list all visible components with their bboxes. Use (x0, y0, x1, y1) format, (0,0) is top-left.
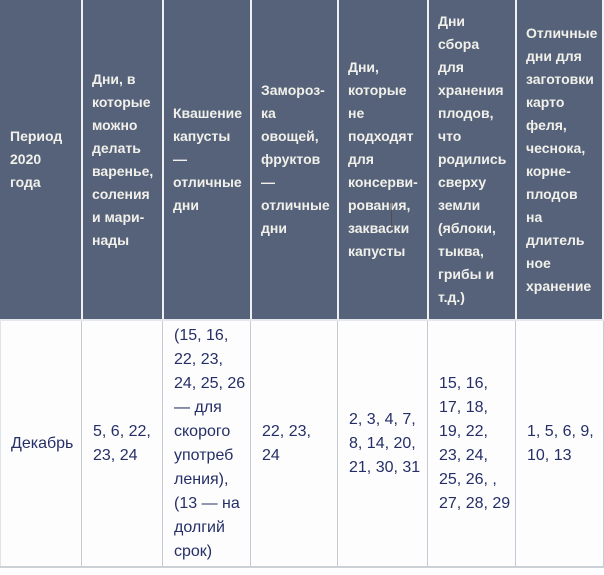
data-cell-jam-pickles-marinades-days: 5, 6, 22, 23, 24 (81, 321, 162, 566)
table-data-row: Декабрь 5, 6, 22, 23, 24 (15, 16, 22, 23… (0, 321, 604, 568)
data-cell-harvest-above-ground-days: 15, 16, 17, 18, 19, 22, 23, 24, 25, 26, … (427, 321, 515, 566)
header-cell-unsuitable-days: Дни, которые не подходят для консерви- р… (337, 0, 427, 319)
data-text-unsuitable-days: 2, 3, 4, 7, 8, 14, 20, 21, 30, 31 (349, 410, 421, 476)
header-text-freezing-days: Замороз- ка овощей, фруктов — отличные д… (261, 82, 330, 236)
header-cell-root-crops-storage-days: Отличные дни для заготовки карто феля, ч… (515, 0, 604, 319)
data-text-harvest-above-ground-days: 15, 16, 17, 18, 19, 22, 23, 24, 25, 26, … (439, 374, 511, 512)
header-text-sauerkraut-days: Квашение капусты — отличные дни (173, 105, 243, 213)
data-text-period: Декабрь (11, 434, 74, 452)
text-cursor-i-beam-icon (389, 202, 394, 228)
header-cell-harvest-above-ground-days: Дни сбора для хранения плодов, что родил… (427, 0, 515, 319)
header-cell-period: Период 2020 года (0, 0, 81, 319)
data-cell-period: Декабрь (0, 321, 81, 566)
data-cell-freezing-days: 22, 23, 24 (250, 321, 337, 566)
header-cell-sauerkraut-days: Квашение капусты — отличные дни (162, 0, 250, 319)
data-cell-root-crops-storage-days: 1, 5, 6, 9, 10, 13 (515, 321, 604, 566)
header-text-harvest-above-ground-days: Дни сбора для хранения плодов, что родил… (438, 13, 507, 305)
header-cell-jam-pickles-marinades-days: Дни, в которые можно делать варенье, сол… (81, 0, 162, 319)
data-cell-sauerkraut-days: (15, 16, 22, 23, 24, 25, 26 — для скорог… (162, 321, 250, 566)
table-header-row: Период 2020 года Дни, в которые можно де… (0, 0, 604, 321)
header-text-period: Период 2020 года (10, 128, 63, 190)
header-text-unsuitable-days: Дни, которые не подходят для консерви- р… (348, 59, 418, 259)
header-text-jam-pickles-marinades-days: Дни, в которые можно делать варенье, сол… (92, 70, 154, 248)
header-cell-freezing-days: Замороз- ка овощей, фруктов — отличные д… (250, 0, 337, 319)
data-text-freezing-days: 22, 23, 24 (262, 422, 311, 464)
data-text-sauerkraut-days: (15, 16, 22, 23, 24, 25, 26 — для скорог… (174, 326, 246, 560)
data-text-root-crops-storage-days: 1, 5, 6, 9, 10, 13 (527, 422, 594, 464)
data-text-jam-pickles-marinades-days: 5, 6, 22, 23, 24 (93, 422, 151, 464)
header-text-root-crops-storage-days: Отличные дни для заготовки карто феля, ч… (526, 24, 598, 294)
data-cell-unsuitable-days: 2, 3, 4, 7, 8, 14, 20, 21, 30, 31 (337, 321, 427, 566)
